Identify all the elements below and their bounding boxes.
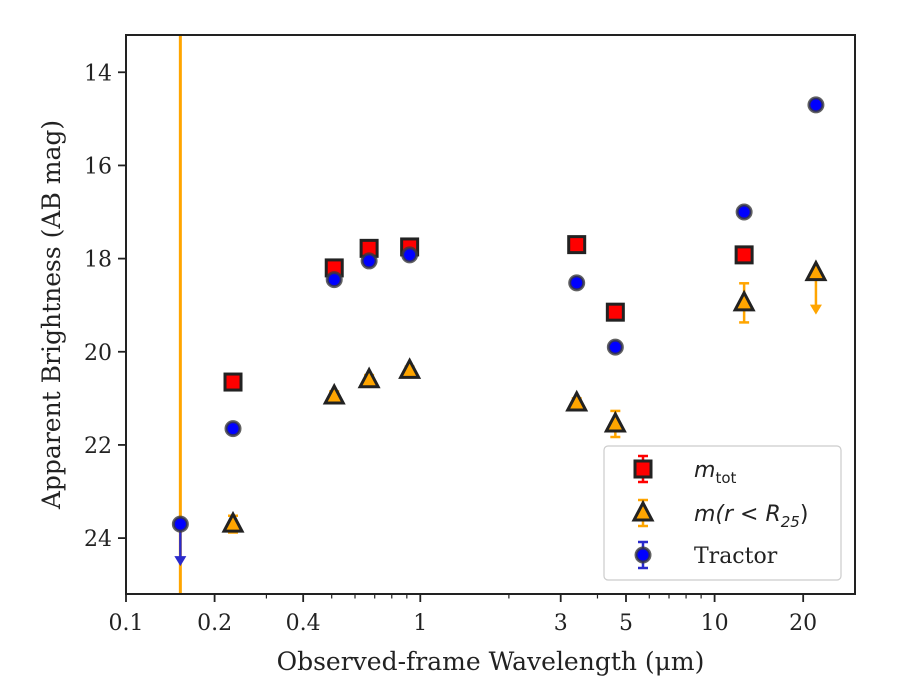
plot-frame xyxy=(125,34,856,595)
x-tick-label: 10 xyxy=(701,611,729,636)
data-point xyxy=(567,235,587,255)
y-tick-label: 18 xyxy=(84,248,112,273)
legend-label: Tractor xyxy=(694,544,778,569)
y-axis-label: Apparent Brightness (AB mag) xyxy=(37,120,66,510)
data-point xyxy=(322,382,346,405)
data-point xyxy=(605,302,625,322)
data-point xyxy=(568,274,586,292)
data-point xyxy=(735,203,753,221)
data-point xyxy=(357,366,381,389)
data-point xyxy=(221,510,245,533)
legend-entry: m(r < R25) xyxy=(631,498,808,531)
data-point xyxy=(223,372,243,392)
y-tick-label: 24 xyxy=(84,527,112,552)
data-point xyxy=(224,420,242,438)
data-point xyxy=(401,246,419,264)
x-tick-label: 0.4 xyxy=(286,611,321,636)
y-tick-label: 16 xyxy=(84,154,112,179)
legend-label: mtot xyxy=(694,458,736,487)
limit-arrow-head xyxy=(174,556,187,567)
series-triangle xyxy=(221,259,828,534)
legend-entry: Tractor xyxy=(634,540,778,570)
data-point xyxy=(565,389,589,412)
data-point xyxy=(171,515,189,533)
x-tick-label: 20 xyxy=(789,611,817,636)
legend-box xyxy=(603,445,842,581)
x-tick-label: 3 xyxy=(554,611,568,636)
limit-arrow-head xyxy=(809,304,822,315)
x-tick-label: 1 xyxy=(413,611,427,636)
x-axis-label: Observed-frame Wavelength (μm) xyxy=(277,647,705,676)
x-tick-label: 0.1 xyxy=(109,611,144,636)
legend-label: m(r < R25) xyxy=(694,502,808,531)
data-point xyxy=(325,271,343,289)
y-tick-label: 20 xyxy=(84,341,112,366)
plot-area xyxy=(171,35,828,594)
legend-marker xyxy=(633,459,653,479)
data-point xyxy=(807,96,825,114)
data-point xyxy=(398,357,422,379)
axis-ticks: 0.1 0.2 0.4 1 3 5 10 20 14 16 18 20 22 24 xyxy=(84,61,817,636)
data-point xyxy=(734,245,754,265)
series-circle xyxy=(171,96,825,567)
y-tick-label: 14 xyxy=(84,61,112,86)
data-point xyxy=(732,289,756,312)
legend-marker xyxy=(634,546,652,564)
x-tick-label: 0.2 xyxy=(197,611,232,636)
data-point xyxy=(804,259,828,282)
legend-entry: mtot xyxy=(633,454,736,487)
x-tick-label: 5 xyxy=(619,611,633,636)
legend-marker xyxy=(631,499,655,522)
data-point xyxy=(606,338,624,356)
data-point xyxy=(603,410,627,433)
legend: mtot m(r < R25) Tractor xyxy=(603,445,842,581)
data-point xyxy=(360,252,378,270)
y-tick-label: 22 xyxy=(84,434,112,459)
